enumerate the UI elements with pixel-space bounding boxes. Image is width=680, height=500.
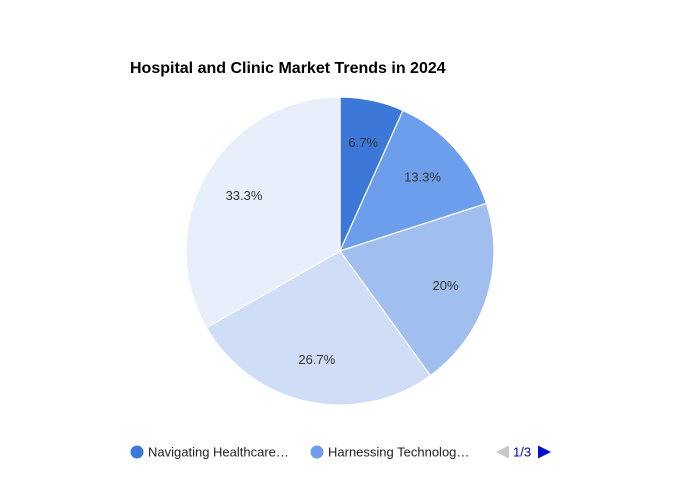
chart-title: Hospital and Clinic Market Trends in 202… [130, 60, 446, 77]
pie-slice-2[interactable] [338, 109, 488, 252]
legend-pager: 1/3 [496, 445, 551, 460]
slice-label-1: 6.7% [348, 135, 378, 150]
legend-label-1: Navigating Healthcare… [148, 445, 289, 460]
pie-slices [185, 96, 495, 406]
legend-label-2: Harnessing Technolog… [328, 445, 469, 460]
next-page-icon[interactable] [538, 445, 551, 459]
slice-label-3: 20% [432, 278, 458, 293]
pie-slice-4[interactable] [205, 250, 432, 406]
legend-swatch-1 [130, 445, 144, 459]
slice-labels: 6.7% 13.3% 20% 26.7% 33.3% [226, 135, 459, 367]
pie-slice-3[interactable] [339, 202, 495, 377]
prev-page-icon[interactable] [496, 445, 509, 459]
legend-page-indicator: 1/3 [513, 445, 531, 460]
slice-label-5: 33.3% [226, 188, 263, 203]
slice-label-4: 26.7% [298, 352, 335, 367]
slice-label-2: 13.3% [404, 169, 441, 184]
legend-item-1[interactable]: Navigating Healthcare… [130, 445, 289, 460]
pie-slice-5[interactable] [185, 96, 341, 329]
legend-item-2[interactable]: Harnessing Technolog… [310, 445, 470, 460]
legend: Navigating Healthcare… Harnessing Techno… [130, 445, 551, 460]
legend-swatch-2 [310, 445, 324, 459]
